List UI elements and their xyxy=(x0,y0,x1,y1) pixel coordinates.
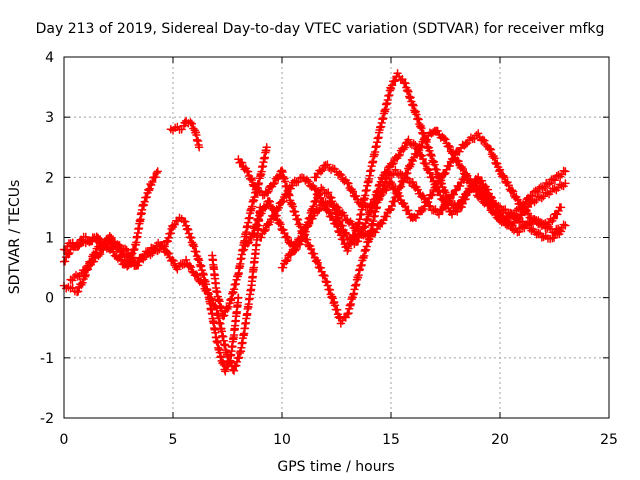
y-tick-label: 2 xyxy=(45,170,54,186)
y-tick-labels: -2 -1 0 1 2 3 4 xyxy=(40,50,54,427)
series-markers xyxy=(166,116,204,152)
x-tick-label: 15 xyxy=(382,432,400,448)
y-tick-label: 1 xyxy=(45,231,54,247)
x-tick-label: 25 xyxy=(600,432,618,448)
y-axis-label: SDTVAR / TECUs xyxy=(7,180,23,295)
grid xyxy=(64,57,609,418)
series-markers xyxy=(66,213,243,376)
series-track-5 xyxy=(166,116,204,152)
data-series xyxy=(59,69,570,376)
y-tick-label: -1 xyxy=(40,351,54,367)
x-tick-labels: 0 5 10 15 20 25 xyxy=(60,432,618,448)
x-axis-label: GPS time / hours xyxy=(277,459,394,475)
x-tick-label: 20 xyxy=(491,432,509,448)
axis-ticks xyxy=(63,56,610,419)
x-tick-label: 5 xyxy=(169,432,178,448)
y-tick-label: 4 xyxy=(45,50,54,66)
x-tick-label: 10 xyxy=(273,432,291,448)
y-tick-label: -2 xyxy=(40,411,54,427)
chart-title: Day 213 of 2019, Sidereal Day-to-day VTE… xyxy=(36,21,605,37)
series-track-11 xyxy=(310,129,570,237)
series-track-4 xyxy=(66,213,243,376)
y-tick-label: 3 xyxy=(45,110,54,126)
series-markers xyxy=(310,129,570,237)
x-tick-label: 0 xyxy=(60,432,69,448)
y-tick-label: 0 xyxy=(45,291,54,307)
